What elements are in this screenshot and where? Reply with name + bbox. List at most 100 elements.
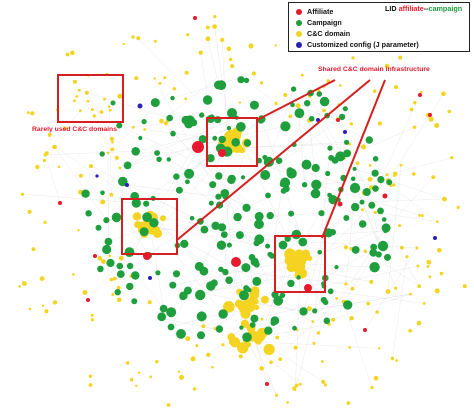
campaign-node [279, 292, 286, 299]
affiliate-node [231, 257, 241, 267]
cnc-node [136, 36, 141, 41]
cnc-node [206, 352, 211, 357]
graph-edge [258, 341, 380, 349]
graph-edge [296, 321, 314, 386]
cnc-node [393, 171, 398, 176]
campaign-node [242, 332, 252, 343]
campaign-node [199, 112, 205, 118]
cnc-node [361, 144, 366, 150]
campaign-node [231, 110, 237, 116]
config-node [148, 276, 152, 280]
graph-edge [133, 123, 166, 128]
campaign-node [252, 276, 262, 286]
cnc-node [366, 301, 371, 306]
cnc-node [269, 360, 273, 365]
campaign-node [292, 325, 297, 331]
campaign-node [95, 224, 102, 231]
campaign-node [264, 326, 273, 335]
campaign-node [311, 163, 320, 173]
campaign-node [290, 102, 295, 108]
cnc-node [428, 116, 434, 122]
campaign-node [310, 188, 321, 199]
cnc-node [238, 101, 242, 104]
cnc-node [385, 173, 389, 177]
cnc-node [109, 277, 114, 282]
cnc-node [163, 76, 167, 80]
campaign-node [338, 113, 346, 121]
graph-edge [387, 165, 402, 292]
cnc-node [39, 276, 45, 281]
campaign-node [99, 151, 105, 157]
cnc-node [44, 151, 49, 156]
cnc-node [447, 109, 452, 114]
graph-edge [369, 157, 452, 180]
campaign-node [227, 174, 236, 183]
campaign-node [215, 193, 222, 200]
campaign-node [173, 173, 180, 180]
cnc-node [341, 299, 345, 303]
highlight-box-right [274, 235, 326, 293]
campaign-node [177, 331, 184, 337]
cnc-node [213, 15, 217, 19]
cnc-node [409, 292, 412, 296]
graph-edge [292, 104, 370, 141]
campaign-node [206, 154, 215, 163]
cnc-node [259, 366, 264, 371]
campaign-node [308, 115, 315, 122]
annotation-rarely-used: Rarely used C&C domains [32, 126, 117, 133]
graph-edge [221, 142, 248, 228]
campaign-node [217, 223, 227, 232]
graph-edge [392, 256, 408, 359]
cnc-node [228, 57, 233, 62]
cnc-node [422, 302, 426, 305]
campaign-node [116, 270, 125, 278]
campaign-node [239, 325, 244, 330]
campaign-node [226, 242, 232, 248]
campaign-node [209, 181, 217, 189]
campaign-node [131, 147, 140, 156]
campaign-node [110, 100, 116, 106]
graph-edge [222, 39, 228, 143]
cnc-node [201, 324, 206, 329]
cnc-node [122, 42, 125, 46]
cnc-node [205, 36, 211, 42]
highlight-box-rare [57, 74, 124, 123]
campaign-node [179, 291, 188, 300]
campaign-node [170, 130, 176, 137]
legend-label-affiliate: Affiliate [307, 7, 334, 16]
cnc-node [134, 76, 139, 81]
campaign-node [262, 154, 268, 160]
cnc-node [426, 259, 432, 265]
cnc-node [259, 81, 264, 85]
cnc-node [132, 212, 142, 221]
campaign-node [196, 311, 207, 322]
cnc-node [163, 121, 168, 126]
campaign-node [175, 186, 183, 194]
campaign-node [316, 91, 323, 97]
campaign-node [199, 266, 209, 276]
campaign-node [327, 145, 333, 151]
affiliate-node [337, 201, 343, 207]
campaign-node [344, 139, 350, 145]
campaign-node [369, 262, 380, 273]
cnc-node [131, 35, 135, 39]
cnc-node [343, 245, 348, 250]
cnc-node [111, 140, 114, 144]
campaign-node [100, 190, 105, 196]
campaign-node [371, 169, 379, 177]
campaign-node [383, 228, 388, 234]
legend: Affiliate Campaign C&C domain Customized… [288, 2, 470, 52]
graph-edge [246, 188, 287, 208]
campaign-node [304, 100, 311, 107]
node-layer [18, 15, 467, 407]
campaign-node [301, 159, 312, 170]
cnc-node [253, 335, 261, 344]
graph-edge [361, 198, 445, 203]
graph-edge [170, 227, 223, 328]
graph-edge [371, 205, 380, 246]
affiliate-node [193, 16, 197, 20]
graph-edge [262, 300, 344, 334]
cnc-node [158, 81, 162, 85]
cnc-node [21, 281, 27, 286]
